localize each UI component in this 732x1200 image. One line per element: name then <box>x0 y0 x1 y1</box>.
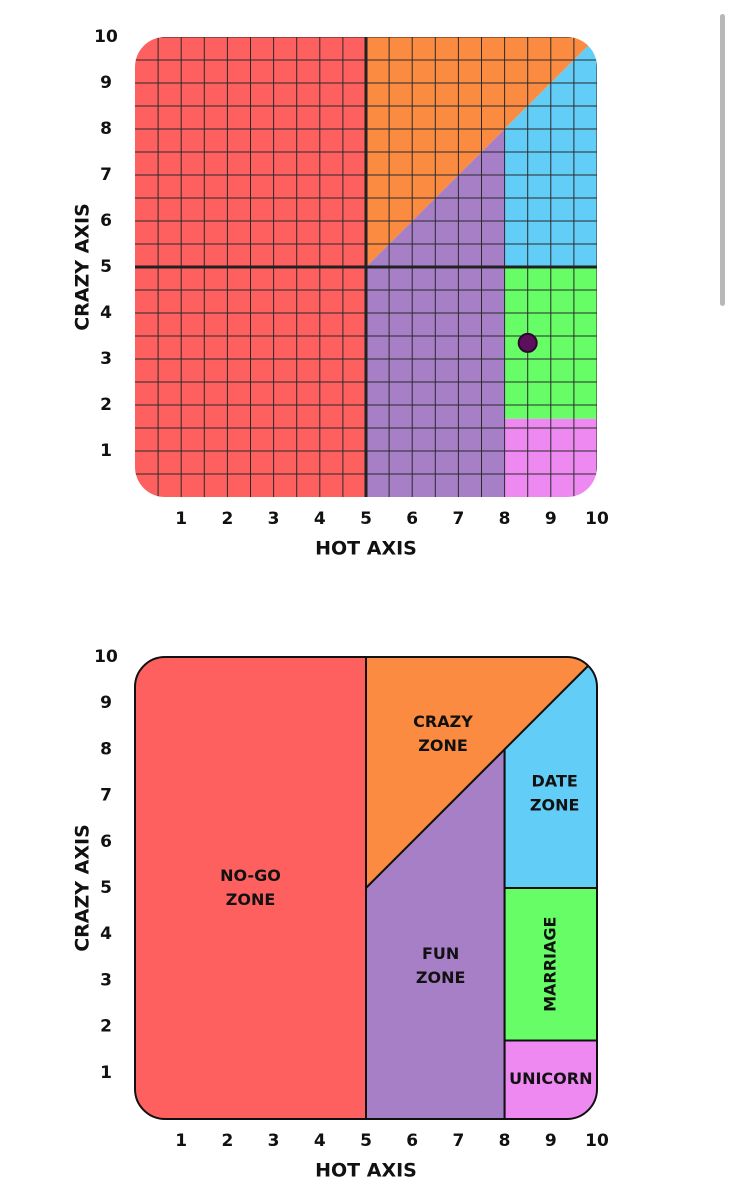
y-tick-label: 7 <box>100 165 112 185</box>
x-tick-label: 6 <box>406 509 418 529</box>
x-tick-label: 4 <box>314 509 326 529</box>
zone-label-line: ZONE <box>418 736 468 755</box>
zone-label: DATE ZONE <box>530 771 580 814</box>
y-axis-title: CRAZY AXIS <box>72 824 94 952</box>
zone-label: CRAZY ZONE <box>413 712 473 755</box>
zone-label: MARRIAGE <box>540 917 559 1012</box>
zone-label-line: FUN <box>422 944 459 963</box>
y-tick-label: 2 <box>100 395 112 415</box>
x-tick-label: 10 <box>585 509 609 529</box>
zone-label-line: ZONE <box>226 890 276 909</box>
y-tick-label: 10 <box>94 647 118 667</box>
x-tick-label: 10 <box>585 1131 609 1151</box>
y-tick-label: 9 <box>100 73 112 93</box>
x-tick-label: 5 <box>360 1131 372 1151</box>
y-tick-label: 5 <box>100 257 112 277</box>
x-tick-label: 6 <box>406 1131 418 1151</box>
y-tick-label: 1 <box>100 441 112 461</box>
x-tick-label: 5 <box>360 509 372 529</box>
x-tick-label: 1 <box>175 1131 187 1151</box>
y-tick-label: 6 <box>100 211 112 231</box>
x-tick-label: 7 <box>452 509 464 529</box>
zone-label-line: ZONE <box>530 795 580 814</box>
x-tick-label: 9 <box>545 1131 557 1151</box>
x-tick-label: 1 <box>175 509 187 529</box>
y-tick-label: 4 <box>100 924 112 944</box>
y-tick-label: 6 <box>100 832 112 852</box>
zone-label-line: DATE <box>532 771 578 790</box>
y-tick-label: 3 <box>100 349 112 369</box>
y-tick-label: 2 <box>100 1017 112 1037</box>
plot-area <box>135 37 597 497</box>
x-tick-label: 8 <box>499 509 511 529</box>
x-axis-title: HOT AXIS <box>315 538 417 560</box>
x-tick-label: 3 <box>268 509 280 529</box>
zone-label-line: NO-GO <box>220 866 281 885</box>
y-tick-label: 8 <box>100 119 112 139</box>
x-tick-label: 3 <box>268 1131 280 1151</box>
zone-label-line: ZONE <box>416 968 466 987</box>
zone-label: NO-GO ZONE <box>220 866 281 909</box>
zone-label-line: CRAZY <box>413 712 473 731</box>
x-tick-label: 8 <box>499 1131 511 1151</box>
zone <box>503 1039 597 1119</box>
y-tick-label: 3 <box>100 970 112 990</box>
x-tick-label: 9 <box>545 509 557 529</box>
y-tick-label: 7 <box>100 786 112 806</box>
x-tick-label: 4 <box>314 1131 326 1151</box>
plot-area <box>135 657 597 1119</box>
zone <box>135 657 367 1119</box>
zone-label: UNICORN <box>509 1069 592 1088</box>
y-tick-label: 4 <box>100 303 112 323</box>
scrollbar <box>720 14 725 306</box>
point <box>517 332 538 353</box>
x-axis-title: HOT AXIS <box>315 1160 417 1182</box>
zone-label: FUN ZONE <box>416 944 466 987</box>
y-tick-label: 8 <box>100 739 112 759</box>
x-tick-label: 7 <box>452 1131 464 1151</box>
y-tick-label: 9 <box>100 693 112 713</box>
y-tick-label: 10 <box>94 27 118 47</box>
plot-border <box>134 656 598 1120</box>
y-axis-title: CRAZY AXIS <box>72 203 94 331</box>
y-tick-label: 1 <box>100 1063 112 1083</box>
y-tick-label: 5 <box>100 878 112 898</box>
x-tick-label: 2 <box>221 509 233 529</box>
x-tick-label: 2 <box>221 1131 233 1151</box>
